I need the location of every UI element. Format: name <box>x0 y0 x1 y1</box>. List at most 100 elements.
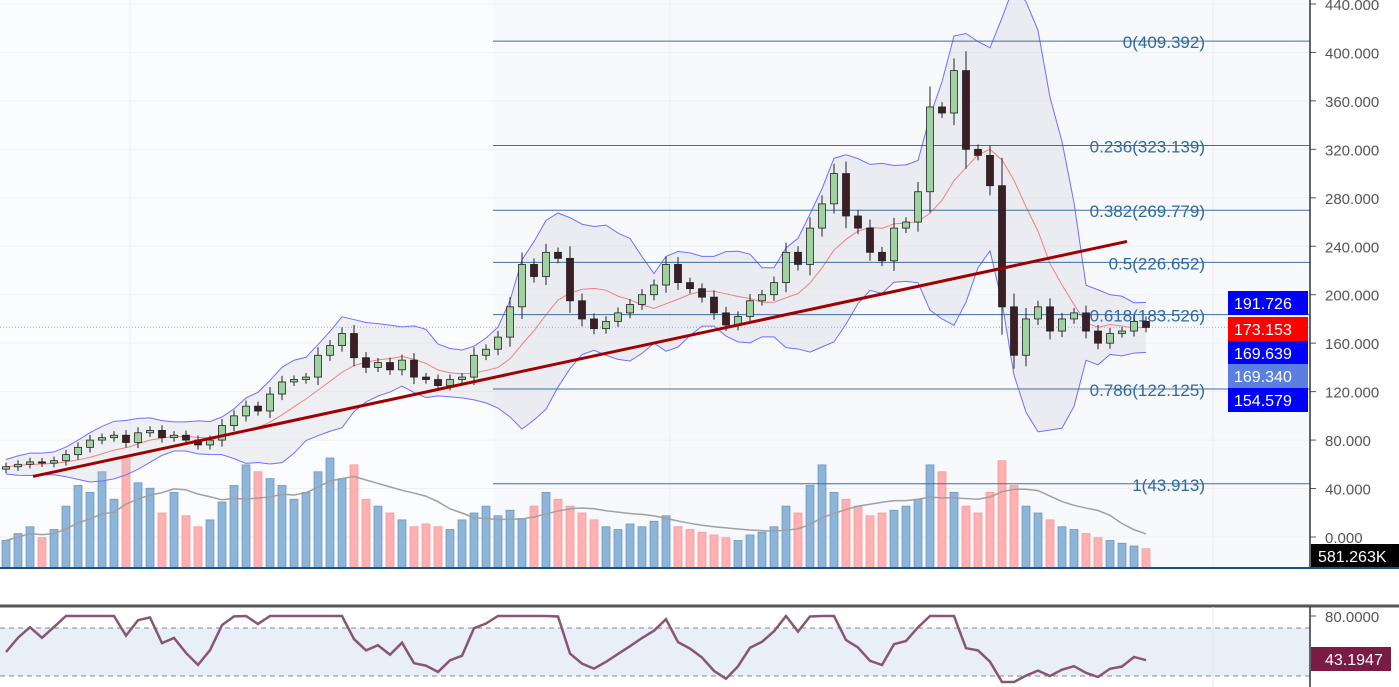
y-tick-label: 360.000 <box>1325 94 1379 111</box>
volume-bar <box>793 512 803 569</box>
volume-bar <box>1009 485 1019 569</box>
volume-bar <box>13 533 23 569</box>
rsi-value-tag: 43.1947 <box>1325 652 1383 669</box>
volume-bar <box>133 482 143 569</box>
volume-bar <box>277 485 287 569</box>
candle-body <box>1082 312 1090 332</box>
volume-bar <box>877 512 887 569</box>
volume-bar <box>589 519 599 569</box>
candle-body <box>530 264 538 277</box>
fib-level-label: 0.786(122.125) <box>1090 381 1205 400</box>
volume-bar <box>397 519 407 569</box>
candle-body <box>458 376 466 380</box>
y-tick-label: 80.000 <box>1325 433 1371 450</box>
volume-bar <box>157 512 167 569</box>
candle-body <box>794 251 802 265</box>
fib-level-label: 0.236(323.139) <box>1090 138 1205 157</box>
volume-bar <box>145 487 155 569</box>
candle-body <box>314 354 322 378</box>
volume-bar <box>745 534 755 569</box>
rsi-band-fill <box>0 628 1310 676</box>
y-tick-label: 320.000 <box>1325 142 1379 159</box>
volume-bar <box>781 505 791 569</box>
fib-zone-background <box>493 0 1310 568</box>
candle-body <box>1070 312 1078 320</box>
candle-body <box>62 454 70 462</box>
candle-body <box>818 203 826 229</box>
candle-body <box>1142 320 1150 328</box>
volume-bar <box>865 515 875 569</box>
volume-bar <box>97 471 107 569</box>
candle-body <box>866 227 874 253</box>
volume-ma-line <box>5 475 1147 542</box>
candle-body <box>518 264 526 308</box>
candle-body <box>482 348 490 356</box>
candle-body <box>854 215 862 229</box>
candle-body <box>590 318 598 330</box>
candle-body <box>890 227 898 262</box>
candle-body <box>326 345 334 356</box>
candle-body <box>170 434 178 439</box>
bollinger-fill <box>6 0 1146 483</box>
candle-body <box>182 434 190 441</box>
bollinger-upper <box>5 0 1147 460</box>
candle-body <box>410 359 418 378</box>
candle-body <box>674 264 682 284</box>
volume-bar <box>721 537 731 569</box>
volume-bar <box>49 529 59 569</box>
volume-bar <box>997 460 1007 569</box>
volume-bar <box>985 491 995 569</box>
volume-bar <box>1129 545 1139 569</box>
candle-body <box>218 425 226 441</box>
volume-bar <box>901 505 911 569</box>
volume-bar <box>265 478 275 569</box>
fib-level-label: 1(43.913) <box>1132 476 1205 495</box>
price-tag: 154.579 <box>1234 393 1292 410</box>
volume-bar <box>541 491 551 569</box>
candle-body <box>650 284 658 296</box>
volume-bar <box>205 519 215 569</box>
candle-body <box>878 251 886 262</box>
candle-body <box>1106 333 1114 344</box>
volume-bar <box>361 498 371 569</box>
candle-body <box>566 257 574 302</box>
price-tag-bg <box>1228 291 1308 315</box>
candle-body <box>278 381 286 395</box>
volume-bar <box>757 531 767 569</box>
volume-bar <box>937 471 947 569</box>
candle-body <box>470 354 478 378</box>
rsi-tag-bg <box>1311 647 1391 671</box>
volume-bar <box>889 509 899 569</box>
candle-body <box>578 300 586 320</box>
volume-bar <box>553 498 563 569</box>
volume-bar <box>1093 537 1103 569</box>
candle-body <box>902 221 910 229</box>
volume-bar <box>253 471 263 569</box>
candle-body <box>290 379 298 383</box>
candle-body <box>302 376 310 380</box>
fib-level-label: 0.382(269.779) <box>1090 202 1205 221</box>
volume-bar <box>1 540 11 569</box>
candle-body <box>206 439 214 446</box>
volume-bar <box>961 505 971 569</box>
price-tag: 169.639 <box>1234 346 1292 363</box>
volume-bar <box>493 515 503 569</box>
candle-body <box>662 264 670 286</box>
price-tag-bg <box>1228 388 1308 412</box>
price-tag-bg <box>1228 341 1308 365</box>
candle-body <box>782 251 790 284</box>
volume-bar <box>421 523 431 569</box>
volume-bar <box>373 505 383 569</box>
candle-body <box>2 466 10 470</box>
rsi-line <box>5 613 1147 684</box>
candle-body <box>1046 306 1054 332</box>
volume-bar <box>61 505 71 569</box>
volume-bar <box>949 491 959 569</box>
volume-bar <box>409 526 419 569</box>
fib-level-label: 0.5(226.652) <box>1109 254 1205 273</box>
volume-bar <box>1105 540 1115 569</box>
moving-average-line <box>5 148 1147 468</box>
candle-body <box>422 376 430 380</box>
price-tag: 173.153 <box>1234 322 1292 339</box>
